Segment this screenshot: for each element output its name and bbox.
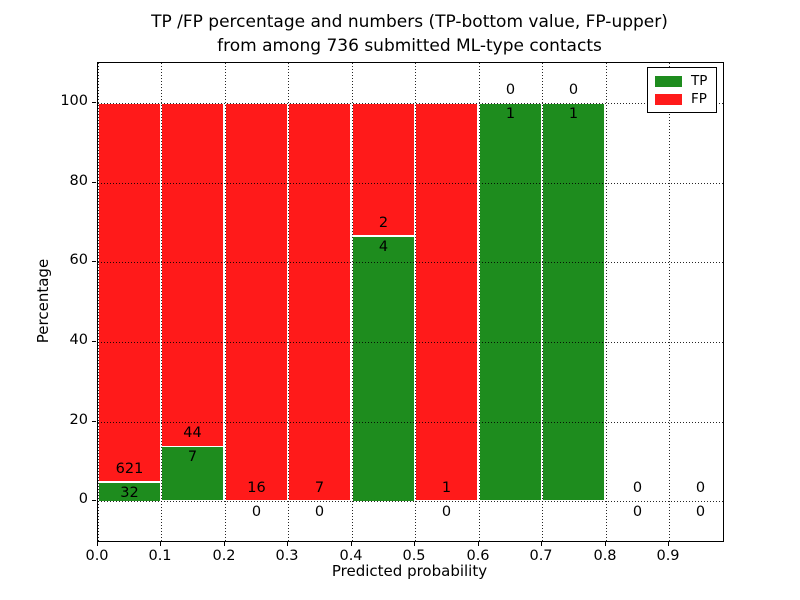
x-axis-tick-label: 0.1 (148, 548, 172, 564)
fp-bar-segment (415, 103, 478, 501)
gridline-horizontal (98, 183, 723, 184)
x-axis-tick-label: 0.8 (593, 548, 617, 564)
y-axis-tick (92, 261, 96, 262)
fp-bar-segment (98, 103, 161, 482)
fp-count-label: 7 (314, 480, 325, 496)
chart-title-line2: from among 736 submitted ML-type contact… (217, 36, 602, 56)
tp-count-label: 0 (251, 504, 262, 520)
tp-count-label: 0 (314, 504, 325, 520)
x-axis-tick-label: 0.5 (402, 548, 426, 564)
x-axis-tick (224, 542, 225, 546)
y-axis-tick-label: 20 (69, 412, 88, 428)
x-axis-tick (287, 542, 288, 546)
chart-title: TP /FP percentage and numbers (TP-bottom… (97, 10, 722, 58)
x-axis-tick-label: 0.2 (212, 548, 236, 564)
fp-count-label: 1 (441, 480, 452, 496)
tp-count-label: 0 (441, 504, 452, 520)
y-axis-tick (92, 421, 96, 422)
gridline-horizontal (98, 422, 723, 423)
y-axis-tick-label: 40 (69, 332, 88, 348)
x-axis-tick-label: 0.9 (656, 548, 680, 564)
x-axis-tick (541, 542, 542, 546)
x-axis-tick (668, 542, 669, 546)
fp-legend-label: FP (691, 90, 707, 107)
gridline-vertical (415, 63, 416, 541)
gridline-vertical (225, 63, 226, 541)
tp-count-label: 0 (695, 504, 706, 520)
tp-legend-swatch (655, 75, 682, 87)
x-axis-tick-label: 0.7 (529, 548, 553, 564)
gridline-vertical (479, 63, 480, 541)
x-axis-tick-label: 0.3 (275, 548, 299, 564)
x-axis-tick (97, 542, 98, 546)
legend: TP FP (647, 67, 717, 113)
tp-bar-segment (479, 103, 542, 501)
y-axis-tick (92, 102, 96, 103)
tp-count-label: 0 (632, 504, 643, 520)
x-axis-tick (414, 542, 415, 546)
fp-bar-segment (161, 103, 224, 447)
gridline-vertical (542, 63, 543, 541)
tp-count-label: 1 (505, 106, 516, 122)
tp-count-label: 7 (187, 449, 198, 465)
gridline-vertical (98, 63, 99, 541)
x-axis-tick (351, 542, 352, 546)
x-axis-tick-label: 0.6 (466, 548, 490, 564)
fp-count-label: 0 (568, 82, 579, 98)
y-axis-tick (92, 182, 96, 183)
fp-count-label: 0 (505, 82, 516, 98)
x-axis-label: Predicted probability (331, 562, 488, 580)
tp-bar-segment (161, 446, 224, 501)
fp-bar-segment (288, 103, 351, 501)
y-axis-tick-label: 60 (69, 252, 88, 268)
x-axis-tick-label: 0.4 (339, 548, 363, 564)
y-axis-tick-label: 80 (69, 173, 88, 189)
fp-count-label: 621 (115, 461, 144, 477)
tp-legend-label: TP (691, 72, 708, 89)
tp-count-label: 4 (378, 239, 389, 255)
tp-count-label: 1 (568, 106, 579, 122)
fp-bar-segment (352, 103, 415, 236)
tp-bar-segment (352, 236, 415, 502)
x-axis-tick (605, 542, 606, 546)
gridline-vertical (669, 63, 670, 541)
chart-title-line1: TP /FP percentage and numbers (TP-bottom… (151, 12, 668, 32)
gridline-vertical (288, 63, 289, 541)
y-axis-label: Percentage (34, 258, 52, 344)
x-axis-tick (478, 542, 479, 546)
x-axis-tick-label: 0.0 (85, 548, 109, 564)
gridline-vertical (161, 63, 162, 541)
gridline-vertical (606, 63, 607, 541)
gridline-horizontal (98, 103, 723, 104)
fp-legend-swatch (655, 93, 682, 105)
gridline-horizontal (98, 342, 723, 343)
fp-bar-segment (225, 103, 288, 501)
y-axis-tick-label: 100 (60, 93, 88, 109)
plot-area: 621 32 44 7 16 0 7 0 2 4 1 0 0 1 0 1 0 0 0 0 (97, 62, 724, 542)
legend-item-fp: FP (655, 90, 709, 107)
fp-count-label: 0 (695, 480, 706, 496)
fp-count-label: 0 (632, 480, 643, 496)
fp-count-label: 2 (378, 215, 389, 231)
gridline-horizontal (98, 501, 723, 502)
fp-count-label: 44 (183, 425, 202, 441)
gridline-vertical (352, 63, 353, 541)
legend-item-tp: TP (655, 72, 709, 89)
x-axis-tick (160, 542, 161, 546)
y-axis-tick (92, 500, 96, 501)
tp-bar-segment (542, 103, 605, 501)
tp-count-label: 32 (120, 485, 139, 501)
y-axis-tick (92, 341, 96, 342)
fp-count-label: 16 (247, 480, 266, 496)
y-axis-tick-label: 0 (78, 491, 88, 507)
gridline-horizontal (98, 262, 723, 263)
